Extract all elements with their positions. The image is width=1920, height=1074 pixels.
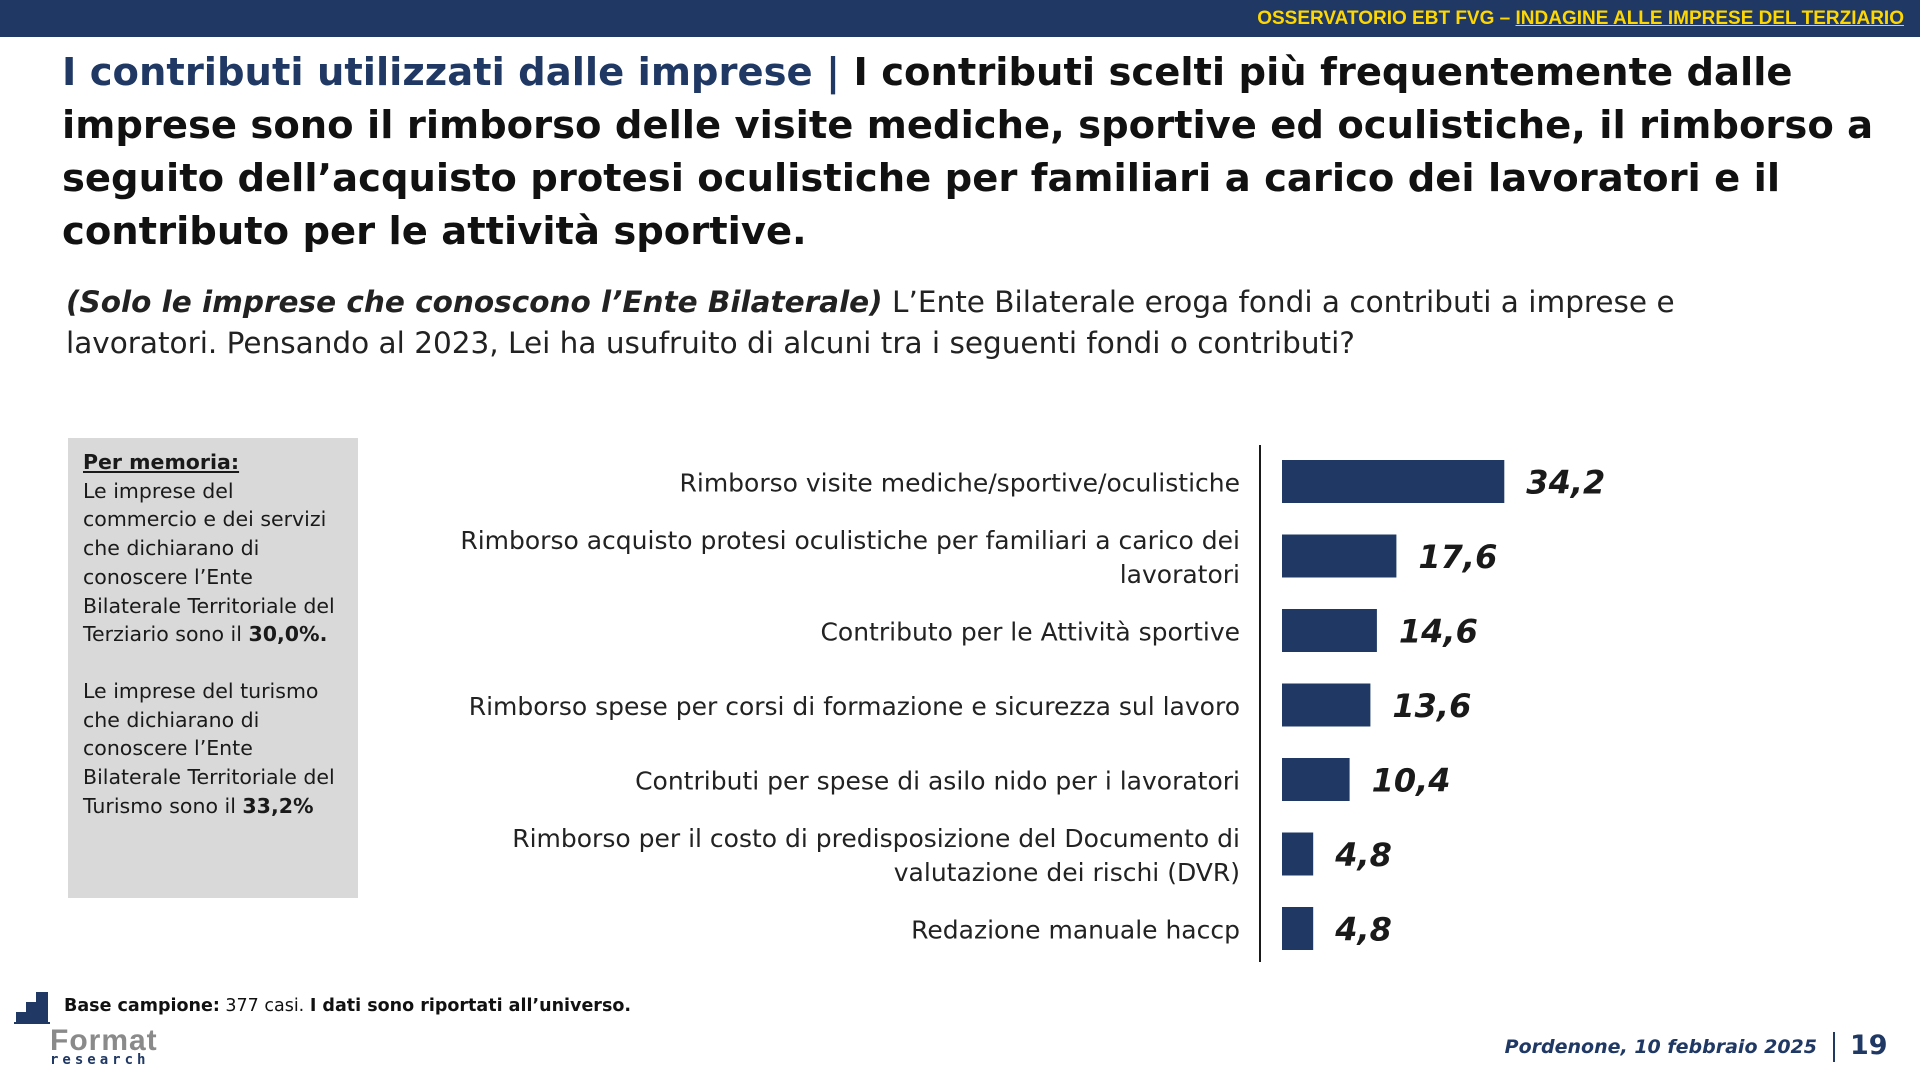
header-survey-link[interactable]: INDAGINE ALLE IMPRESE DEL TERZIARIO — [1515, 8, 1904, 29]
footer-divider — [1833, 1032, 1835, 1062]
format-research-logo-icon — [14, 992, 50, 1024]
footer-base-note: Base campione: 377 casi. I dati sono rip… — [64, 996, 631, 1016]
chart-category-label: Rimborso spese per corsi di formazione e… — [469, 692, 1240, 721]
header-observatory: OSSERVATORIO EBT FVG – — [1257, 8, 1516, 29]
footer-base-value: 377 casi. — [219, 996, 310, 1016]
header-text: OSSERVATORIO EBT FVG – INDAGINE ALLE IMP… — [1257, 8, 1904, 30]
memo-paragraph-commercio: Le imprese del commercio e dei servizi c… — [83, 477, 353, 649]
page-number: 19 — [1850, 1030, 1888, 1061]
memo-heading: Per memoria: — [83, 450, 240, 474]
logo-format-text: Format — [50, 1024, 158, 1057]
memo-p2-value: 33,2% — [242, 793, 314, 818]
chart-bar — [1282, 758, 1350, 801]
chart-value-label: 13,6 — [1392, 687, 1471, 725]
chart-bar — [1282, 907, 1314, 950]
chart-bar — [1282, 609, 1377, 652]
survey-question: (Solo le imprese che conoscono l’Ente Bi… — [66, 282, 1766, 364]
footer-base-universe: I dati sono riportati all’universo. — [309, 996, 632, 1016]
memo-paragraph-turismo: Le imprese del turismo che dichiarano di… — [83, 677, 353, 821]
chart-value-label: 14,6 — [1399, 613, 1478, 651]
chart-category-label: lavoratori — [1120, 560, 1240, 589]
chart-bar — [1282, 534, 1397, 578]
memo-p1-text: Le imprese del commercio e dei servizi c… — [83, 478, 335, 647]
chart-value-label: 4,8 — [1334, 911, 1392, 949]
question-text: L’Ente Bilaterale eroga fondi a contribu… — [66, 285, 1675, 360]
chart-category-label: Rimborso per il costo di predisposizione… — [512, 824, 1240, 853]
chart-category-label: Contributo per le Attività sportive — [820, 618, 1240, 647]
title-highlight: I contributi utilizzati dalle imprese — [62, 50, 813, 95]
header-bar: OSSERVATORIO EBT FVG – INDAGINE ALLE IMP… — [0, 0, 1920, 37]
chart-category-label: Redazione manuale haccp — [911, 916, 1240, 945]
footer-date: Pordenone, 10 febbraio 2025 — [1504, 1036, 1817, 1058]
chart-value-label: 34,2 — [1526, 464, 1605, 502]
logo-research-text: research — [50, 1052, 150, 1068]
title-separator: | — [812, 50, 854, 95]
memo-box: Per memoria: Le imprese del commercio e … — [68, 438, 358, 898]
chart-value-label: 17,6 — [1418, 538, 1497, 576]
chart-bar — [1282, 460, 1505, 503]
chart-category-label: Contributi per spese di asilo nido per i… — [635, 767, 1240, 796]
footer-base-label: Base campione: — [64, 996, 220, 1016]
slide-title: I contributi utilizzati dalle imprese | … — [62, 46, 1902, 258]
chart-value-label: 10,4 — [1372, 762, 1451, 800]
chart-bar — [1282, 683, 1371, 727]
chart-category-label: Rimborso acquisto protesi oculistiche pe… — [460, 526, 1240, 555]
memo-content: Per memoria: Le imprese del commercio e … — [83, 448, 353, 820]
chart-category-label: Rimborso visite mediche/sportive/oculist… — [680, 469, 1241, 498]
chart-bar — [1282, 832, 1314, 876]
chart-value-label: 4,8 — [1334, 836, 1392, 874]
memo-p2-text: Le imprese del turismo che dichiarano di… — [83, 678, 335, 818]
question-qualifier: (Solo le imprese che conoscono l’Ente Bi… — [66, 285, 883, 319]
chart-category-label: valutazione dei rischi (DVR) — [894, 858, 1240, 887]
memo-p1-value: 30,0%. — [248, 622, 328, 647]
title-text: I contributi scelti più frequentemente d… — [62, 50, 1874, 254]
